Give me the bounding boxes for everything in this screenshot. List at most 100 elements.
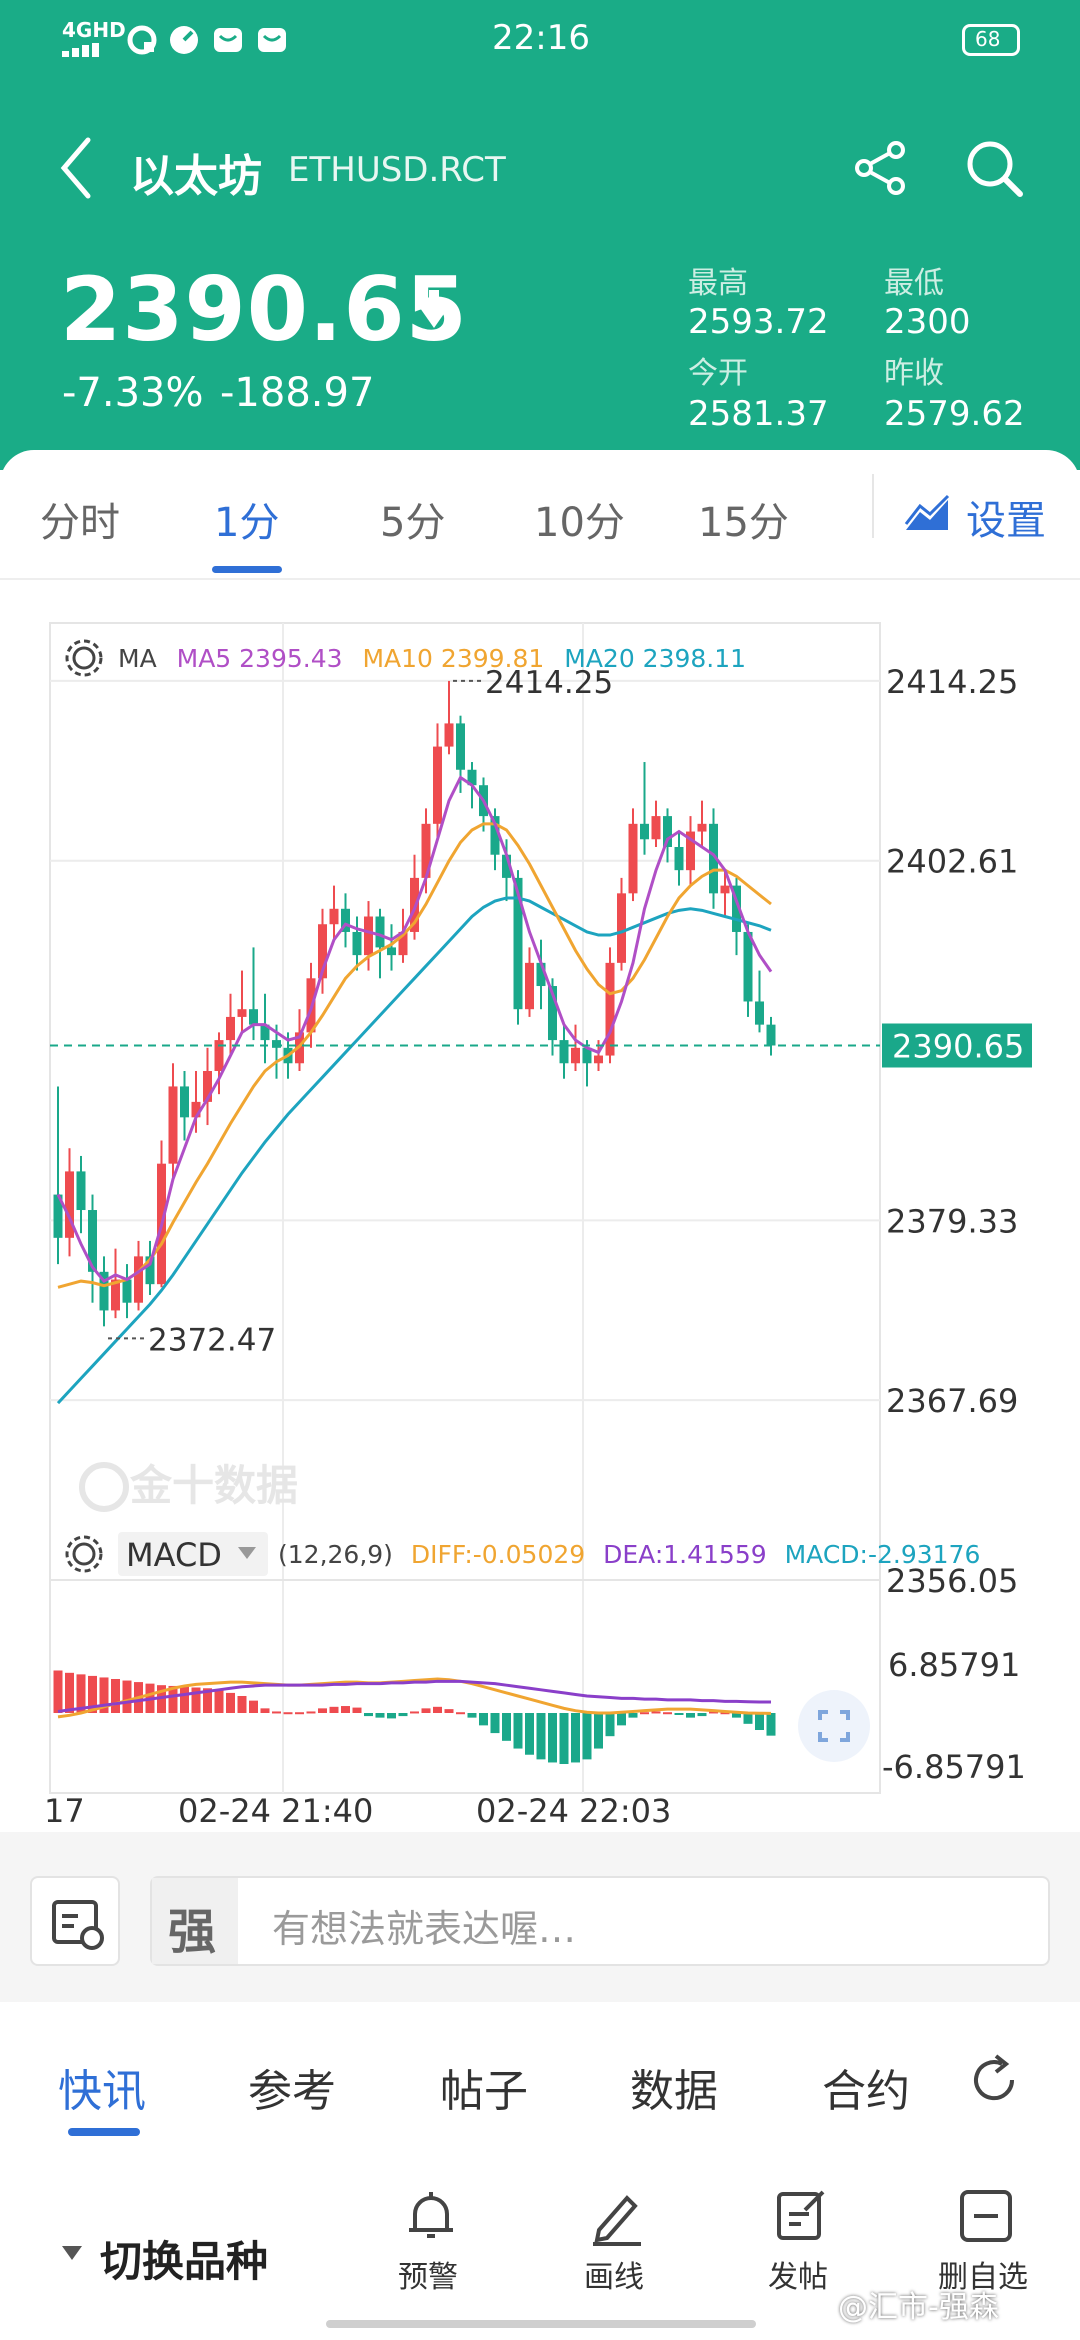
macd-histogram-bar: [318, 1708, 327, 1713]
low-label: 最低: [884, 266, 944, 301]
macd-histogram-bar: [410, 1711, 419, 1714]
kline-chart[interactable]: 金十数据 2414.25 2372.47 2414.25 2402.61 2379.3…: [0, 580, 1080, 1830]
candle-body: [571, 1047, 580, 1064]
macd-histogram-bar: [479, 1713, 488, 1726]
candle-body: [663, 816, 672, 847]
candle-body: [352, 931, 362, 956]
minus-box-icon: [960, 2190, 1012, 2242]
candle-body: [502, 854, 511, 878]
chart-frame: [49, 622, 881, 1794]
comment-input[interactable]: 强 有想法就表达喔…: [150, 1876, 1050, 1966]
low-value: 2300: [884, 302, 971, 342]
candle-body: [237, 1009, 247, 1017]
back-button[interactable]: [56, 136, 96, 204]
macd-histogram-bar: [605, 1713, 615, 1737]
candle-body: [686, 831, 695, 871]
candle-body: [249, 1009, 258, 1025]
macd-histogram-bar: [283, 1712, 293, 1715]
macd-legend: (12,26,9) DIFF:-0.05029 DEA:1.41559 MACD…: [278, 1540, 980, 1569]
tab-contracts[interactable]: 合约: [822, 2066, 910, 2117]
macd-histogram-bar: [732, 1713, 741, 1718]
diff-value: DIFF:-0.05029: [410, 1540, 586, 1569]
macd-histogram-bar: [720, 1712, 730, 1715]
macd-histogram-bar: [191, 1687, 201, 1713]
open-label: 今开: [688, 356, 748, 391]
macd-histogram-bar: [525, 1713, 534, 1755]
candle-body: [272, 1040, 281, 1048]
tab-10min[interactable]: 10分: [534, 500, 625, 546]
macd-histogram-bar: [467, 1713, 477, 1718]
candle-body: [260, 1024, 270, 1041]
share-button[interactable]: [852, 140, 908, 200]
edit-note-icon: [777, 2190, 825, 2240]
app-notification-icon: [126, 24, 158, 60]
macd-histogram-bar: [743, 1713, 753, 1724]
alert-button[interactable]: 预警: [396, 2186, 466, 2296]
switch-instrument-label: 切换品种: [100, 2237, 269, 2286]
bottom-panel: [0, 2002, 1080, 2340]
search-button[interactable]: [962, 136, 1026, 204]
tab-posts[interactable]: 帖子: [440, 2066, 528, 2117]
macd-diff-line: [57, 1677, 772, 1719]
comment-bar: 强 有想法就表达喔…: [0, 1832, 1080, 2002]
current-price-tag: [882, 1023, 1032, 1068]
home-indicator[interactable]: [326, 2320, 756, 2328]
refresh-button[interactable]: [966, 2052, 1022, 2112]
ma-settings-button[interactable]: [62, 636, 106, 684]
candle-body: [168, 1086, 178, 1164]
time-tick-label: 02-24 22:03: [476, 1792, 671, 1830]
refresh-icon: [974, 2054, 1015, 2101]
candle-body: [490, 816, 500, 855]
battery-icon: 68: [962, 24, 1020, 56]
macd-value: MACD:-2.93176: [784, 1540, 981, 1569]
ma5-value: MA5 2395.43: [176, 644, 343, 673]
macd-histogram-bar: [99, 1677, 109, 1713]
chevron-left-icon: [60, 137, 91, 199]
price-axis: 2414.25 2402.61 2379.33 2367.69 2356.05 2390.…: [882, 663, 1032, 1600]
macd-histogram-bar: [571, 1713, 580, 1763]
active-tab-indicator: [212, 566, 282, 573]
macd-histogram-bar: [686, 1713, 695, 1718]
tabs-divider: [872, 474, 874, 538]
macd-histogram-bar: [697, 1713, 707, 1717]
tab-reference[interactable]: 参考: [248, 2066, 336, 2117]
candle-body: [766, 1024, 776, 1046]
macd-histogram-bar: [249, 1700, 258, 1713]
tab-timeshare[interactable]: 分时: [40, 500, 120, 546]
macd-histogram-bar: [536, 1713, 546, 1760]
candle-body: [387, 947, 396, 956]
report-button[interactable]: [30, 1876, 120, 1966]
macd-histogram-bar: [65, 1672, 74, 1713]
ma5-line: [56, 775, 773, 1283]
macd-histogram-bar: [260, 1708, 270, 1713]
search-icon: [967, 141, 1023, 197]
price-tick-label: 2402.61: [886, 843, 1018, 881]
macd-histogram-bar: [111, 1678, 120, 1713]
post-button[interactable]: 发帖: [766, 2186, 836, 2296]
candle-body: [444, 723, 454, 747]
candle-body: [559, 1040, 569, 1064]
tab-flash-news[interactable]: 快讯: [58, 2066, 146, 2117]
expand-icon: [818, 1710, 850, 1742]
macd-histogram-bar: [640, 1712, 649, 1715]
tab-5min[interactable]: 5分: [380, 500, 446, 546]
watermark-text: 金十数据: [129, 1461, 298, 1510]
fullscreen-button[interactable]: [798, 1690, 870, 1762]
macd-tick-label: 6.85791: [888, 1646, 1020, 1684]
candle-body: [467, 769, 477, 786]
candle-body: [341, 908, 350, 932]
draw-line-button[interactable]: 画线: [582, 2186, 652, 2296]
candle-body: [674, 846, 684, 871]
macd-histogram-bar: [53, 1670, 63, 1713]
tab-1min[interactable]: 1分: [214, 500, 280, 546]
candle-body: [421, 823, 431, 878]
macd-histogram-bar: [766, 1713, 776, 1736]
indicator-selector[interactable]: MACD: [118, 1532, 268, 1576]
remove-watchlist-button[interactable]: 删自选: [936, 2186, 1036, 2296]
macd-histogram-bar: [559, 1713, 569, 1765]
candle-body: [65, 1171, 74, 1238]
candle-body: [456, 723, 465, 770]
tab-data[interactable]: 数据: [630, 2066, 718, 2117]
macd-settings-button[interactable]: [62, 1532, 106, 1580]
tab-15min[interactable]: 15分: [698, 500, 789, 546]
